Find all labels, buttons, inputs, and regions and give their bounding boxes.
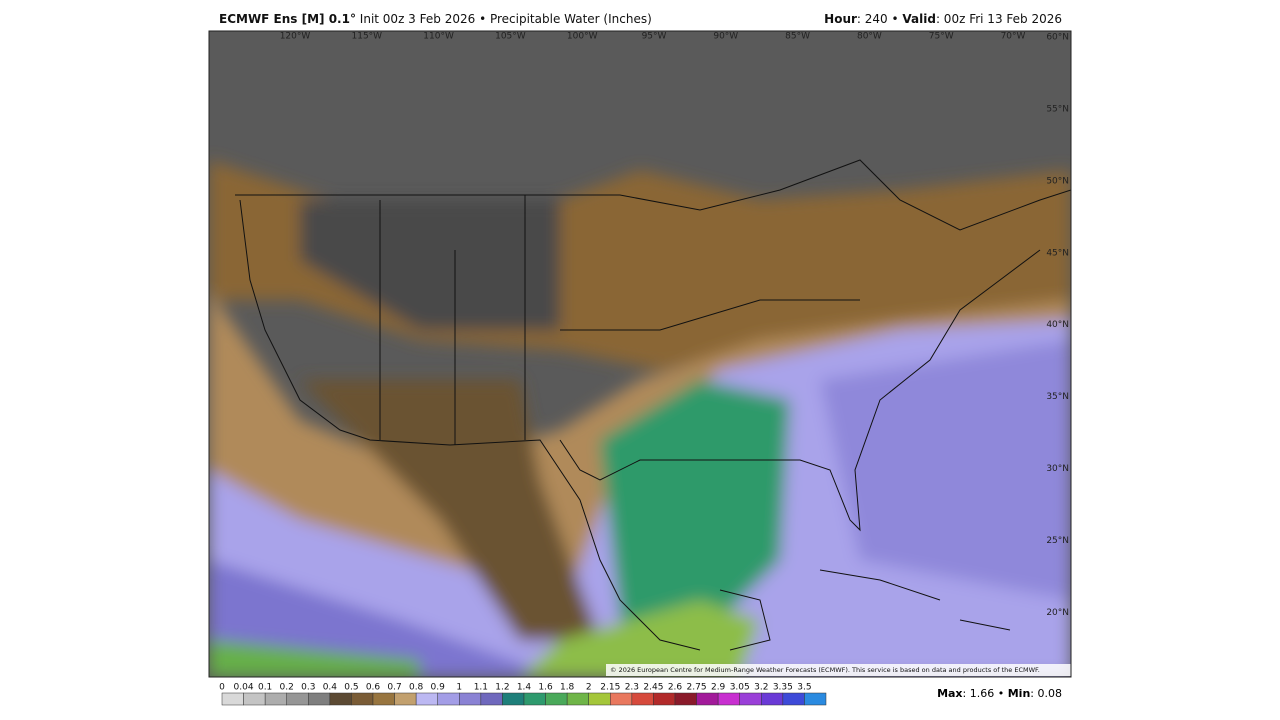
latitude-label: 30°N <box>1046 464 1069 474</box>
colorbar-label: 1.8 <box>560 683 575 693</box>
colorbar-swatch <box>804 692 827 706</box>
longitude-label: 85°W <box>785 32 810 42</box>
colorbar-label: 0.3 <box>301 683 315 693</box>
colorbar-swatch <box>415 692 438 706</box>
header-left: ECMWF Ens [M] 0.1° Init 00z 3 Feb 2026 •… <box>219 12 652 26</box>
latitude-label: 50°N <box>1046 176 1069 186</box>
colorbar-label: 0.1 <box>258 683 272 693</box>
separator: • <box>998 687 1005 700</box>
max-label: Max <box>937 687 962 700</box>
hour-value: : 240 <box>857 12 888 26</box>
latitude-label: 25°N <box>1046 536 1069 546</box>
colorbar-swatch <box>394 692 417 706</box>
colorbar-swatch <box>372 692 395 706</box>
longitude-label: 120°W <box>280 32 311 42</box>
longitude-label: 95°W <box>642 32 667 42</box>
colorbar-swatch <box>566 692 589 706</box>
colorbar-swatch <box>545 692 568 706</box>
colorbar-label: 0.9 <box>431 683 446 693</box>
colorbar-label: 2.3 <box>625 683 639 693</box>
colorbar-swatch <box>761 692 784 706</box>
colorbar-swatch <box>610 692 633 706</box>
map-frame <box>208 30 1072 678</box>
colorbar-label: 0.5 <box>344 683 358 693</box>
colorbar-swatch <box>480 692 503 706</box>
colorbar-label: 3.5 <box>797 683 811 693</box>
colorbar-swatch <box>459 692 482 706</box>
colorbar-swatch <box>286 692 309 706</box>
colorbar-swatch <box>782 692 805 706</box>
latitude-label: 55°N <box>1046 105 1069 115</box>
init-time: Init 00z 3 Feb 2026 <box>360 12 475 26</box>
colorbar-swatch <box>264 692 287 706</box>
copyright: © 2026 European Centre for Medium-Range … <box>610 666 1040 674</box>
longitude-label: 70°W <box>1001 32 1026 42</box>
colorbar-label: 0 <box>219 683 225 693</box>
colorbar-label: 1.1 <box>474 683 488 693</box>
max-value: : 1.66 <box>963 687 995 700</box>
latitude-label: 60°N <box>1046 33 1069 43</box>
colorbar-swatch <box>523 692 546 706</box>
colorbar-label: 1.6 <box>538 683 553 693</box>
separator: • <box>479 12 486 26</box>
colorbar-swatch <box>351 692 374 706</box>
colorbar-swatch <box>243 692 266 706</box>
colorbar-swatch <box>502 692 525 706</box>
colorbar-swatch <box>221 692 244 706</box>
colorbar-swatch <box>437 692 460 706</box>
separator: • <box>892 12 899 26</box>
colorbar-swatch <box>631 692 654 706</box>
colorbar-label: 0.7 <box>387 683 401 693</box>
field-name: Precipitable Water (Inches) <box>490 12 652 26</box>
colorbar-label: 0.04 <box>234 683 254 693</box>
stats: Max: 1.66 • Min: 0.08 <box>937 687 1062 700</box>
hour-label: Hour <box>824 12 857 26</box>
longitude-label: 110°W <box>423 32 454 42</box>
longitude-label: 105°W <box>495 32 526 42</box>
colorbar-label: 2.9 <box>711 683 726 693</box>
colorbar-swatch <box>739 692 762 706</box>
colorbar-label: 2 <box>586 683 592 693</box>
colorbar-label: 3.05 <box>730 683 750 693</box>
colorbar-swatch <box>329 692 352 706</box>
colorbar-swatch <box>308 692 331 706</box>
min-label: Min <box>1008 687 1031 700</box>
map <box>209 31 1071 677</box>
colorbar-label: 3.35 <box>773 683 793 693</box>
colorbar-label: 0.2 <box>280 683 294 693</box>
colorbar-label: 2.45 <box>643 683 663 693</box>
colorbar-label: 2.15 <box>600 683 620 693</box>
colorbar-label: 1.2 <box>495 683 509 693</box>
colorbar-label: 1.4 <box>517 683 532 693</box>
longitude-label: 90°W <box>713 32 738 42</box>
colorbar-label: 2.75 <box>687 683 707 693</box>
colorbar-label: 3.2 <box>754 683 768 693</box>
longitude-label: 75°W <box>929 32 954 42</box>
min-value: : 0.08 <box>1030 687 1062 700</box>
header-right: Hour: 240 • Valid: 00z Fri 13 Feb 2026 <box>824 12 1062 26</box>
colorbar-swatch <box>674 692 697 706</box>
colorbar-label: 0.4 <box>323 683 338 693</box>
valid-value: : 00z Fri 13 Feb 2026 <box>936 12 1062 26</box>
colorbar-label: 2.6 <box>668 683 683 693</box>
colorbar-swatch <box>696 692 719 706</box>
latitude-label: 45°N <box>1046 248 1069 258</box>
colorbar-swatch <box>588 692 611 706</box>
latitude-label: 40°N <box>1046 320 1069 330</box>
colorbar-label: 1 <box>456 683 462 693</box>
longitude-label: 115°W <box>352 32 383 42</box>
colorbar-label: 0.6 <box>366 683 381 693</box>
longitude-label: 100°W <box>567 32 598 42</box>
valid-label: Valid <box>902 12 936 26</box>
colorbar-swatch <box>717 692 740 706</box>
colorbar-label: 0.8 <box>409 683 424 693</box>
latitude-label: 20°N <box>1046 608 1069 618</box>
latitude-label: 35°N <box>1046 392 1069 402</box>
model-name: ECMWF Ens [M] 0.1° <box>219 12 356 26</box>
colorbar-swatch <box>653 692 676 706</box>
longitude-label: 80°W <box>857 32 882 42</box>
